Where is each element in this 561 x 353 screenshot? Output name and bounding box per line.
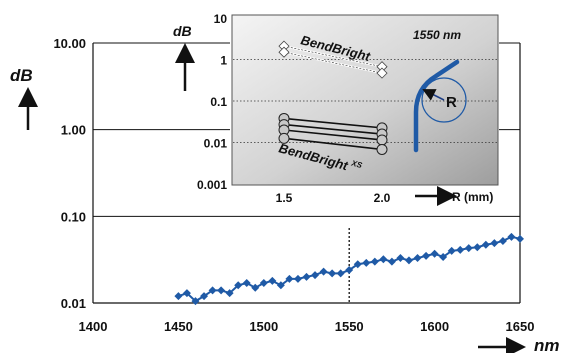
inset-series-line xyxy=(283,123,383,135)
inset-y-tick-label: 1 xyxy=(220,54,227,68)
data-point xyxy=(336,269,345,278)
main-y-tick-label: 0.01 xyxy=(61,296,86,311)
data-point xyxy=(447,246,456,255)
inset-series-line xyxy=(283,117,383,129)
main-y-tick-labels: 0.01 0.10 1.00 10.00 xyxy=(53,36,86,311)
inset-y-tick-label: 0.01 xyxy=(204,137,228,151)
data-point xyxy=(182,289,191,298)
data-point xyxy=(422,251,431,260)
data-point xyxy=(396,254,405,263)
data-point xyxy=(516,234,524,243)
data-point xyxy=(319,267,328,276)
data-point xyxy=(174,292,183,301)
data-point xyxy=(464,244,473,253)
radius-label: R xyxy=(446,94,457,111)
data-point xyxy=(225,289,234,298)
main-y-tick-label: 10.00 xyxy=(53,36,86,51)
data-point xyxy=(191,297,200,306)
data-point xyxy=(302,272,311,281)
inset-y-tick-label: 10 xyxy=(214,12,228,26)
main-x-tick-label: 1600 xyxy=(420,319,449,334)
inset-series-line xyxy=(283,129,383,141)
data-point xyxy=(490,239,499,248)
main-x-tick-label: 1500 xyxy=(249,319,278,334)
data-point xyxy=(217,286,226,295)
series-points xyxy=(174,232,524,306)
inset-plot-area xyxy=(233,16,497,184)
main-x-tick-labels: 1400 1450 1500 1550 1600 1650 xyxy=(79,319,535,334)
data-point xyxy=(379,255,388,264)
inset-diamond-point xyxy=(278,46,290,58)
inset-x-tick-label: 1.5 xyxy=(276,191,293,205)
inset-y-tick-label: 0.001 xyxy=(197,178,227,192)
data-point xyxy=(251,283,260,292)
data-point xyxy=(404,256,413,265)
data-point xyxy=(208,286,217,295)
data-point xyxy=(345,266,354,275)
data-point xyxy=(456,245,465,254)
data-point xyxy=(413,254,422,263)
data-point xyxy=(473,243,482,252)
data-point xyxy=(387,257,396,266)
main-y-tick-label: 1.00 xyxy=(61,123,86,138)
main-gridlines xyxy=(93,42,520,217)
data-point xyxy=(430,249,439,258)
data-point xyxy=(293,274,302,283)
main-x-tick-label: 1550 xyxy=(335,319,364,334)
inset-annotation: 1550 nm xyxy=(413,28,461,42)
inset-x-axis-label: R (mm) xyxy=(452,190,493,204)
data-point xyxy=(439,252,448,261)
inset-series-line-outline xyxy=(283,51,383,74)
data-point xyxy=(200,292,209,301)
inset-diamond-point xyxy=(376,67,388,79)
inset-series xyxy=(278,40,388,155)
data-point xyxy=(353,260,362,269)
inset-y-axis-label: dB xyxy=(173,23,192,39)
data-point xyxy=(285,274,294,283)
main-x-tick-label: 1450 xyxy=(164,319,193,334)
main-y-tick-label: 0.10 xyxy=(61,209,86,224)
data-point xyxy=(507,232,516,241)
data-point xyxy=(268,276,277,285)
inset-circle-point xyxy=(376,143,388,155)
inset-y-tick-labels: 0.001 0.01 0.1 1 10 xyxy=(197,12,227,192)
data-point xyxy=(311,271,320,280)
x-axis-label: nm xyxy=(534,336,560,353)
data-point xyxy=(498,236,507,245)
inset-x-tick-label: 2.0 xyxy=(374,191,391,205)
inset-series-line-outline xyxy=(283,45,383,68)
label-bendbright-xs-superscript: XS xyxy=(350,158,364,170)
data-point xyxy=(242,279,251,288)
y-axis-label: dB xyxy=(10,66,33,85)
inset-series-line xyxy=(283,137,383,151)
data-point xyxy=(276,281,285,290)
data-point xyxy=(370,257,379,266)
data-point xyxy=(259,279,268,288)
main-x-tick-label: 1650 xyxy=(506,319,535,334)
data-point xyxy=(362,258,371,267)
data-point xyxy=(234,281,243,290)
data-point xyxy=(481,240,490,249)
inset-y-tick-label: 0.1 xyxy=(210,95,227,109)
data-point xyxy=(328,269,337,278)
inset-circle-point xyxy=(376,134,388,146)
inset-circle-point xyxy=(278,132,290,144)
fiber-bend-illustration-icon: R xyxy=(413,59,467,153)
main-x-tick-label: 1400 xyxy=(79,319,108,334)
inset-x-tick-labels: 1.5 2.0 xyxy=(276,191,391,205)
